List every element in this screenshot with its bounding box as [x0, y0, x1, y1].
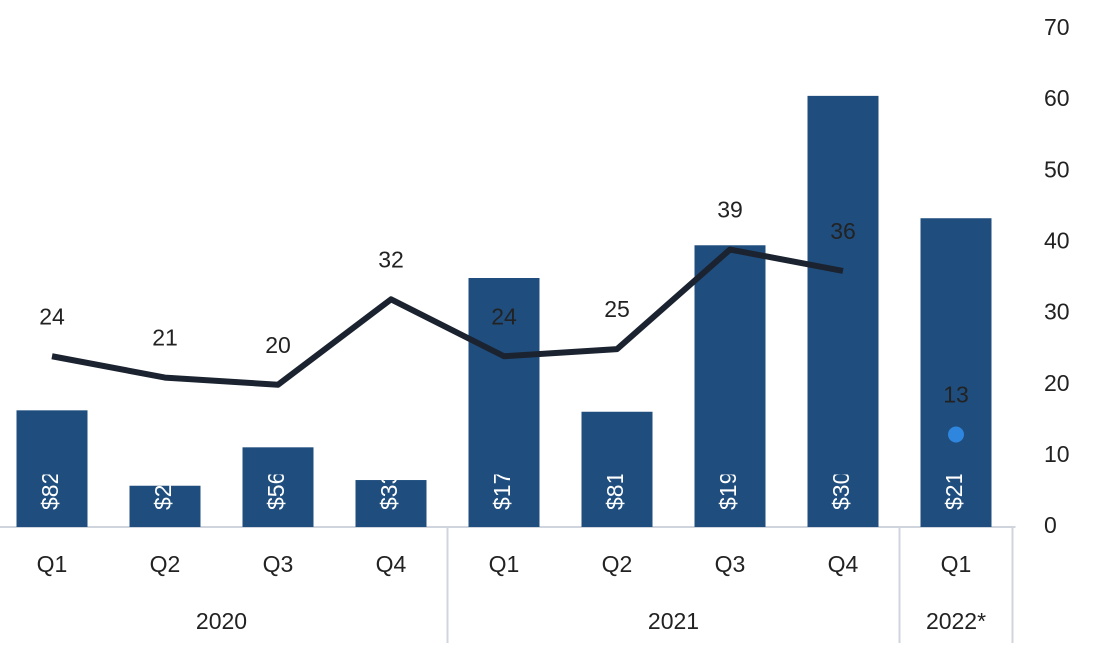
bar — [807, 95, 879, 527]
x-tick-label: Q4 — [828, 551, 859, 577]
y2-tick-label: 10 — [1044, 441, 1070, 467]
line — [51, 246, 844, 388]
bar-value-label: $29 — [150, 472, 176, 510]
bar — [468, 278, 540, 527]
group-label: 2021 — [648, 608, 699, 634]
line-value-label: 24 — [39, 303, 65, 329]
y2-tick-label: 50 — [1044, 156, 1070, 182]
y2-tick-label: 30 — [1044, 299, 1070, 325]
x-tick-label: Q2 — [602, 551, 633, 577]
line-value-label: 36 — [830, 218, 856, 244]
line-value-label: 24 — [491, 303, 517, 329]
bar-value-label: $217 — [941, 459, 967, 510]
y2-tick-label: 20 — [1044, 370, 1070, 396]
dot-value-label: 13 — [943, 382, 969, 408]
x-tick-label: Q2 — [150, 551, 181, 577]
line-value-label: 32 — [378, 246, 404, 272]
line-value-label: 21 — [152, 325, 178, 351]
bar — [694, 245, 766, 527]
plot-area: $82 $29 $56 $33 $175 $81 $198 $303 $217 — [16, 95, 992, 527]
x-tick-label: Q4 — [376, 551, 407, 577]
group-label: 2022* — [926, 608, 986, 634]
x-tick-label: Q3 — [715, 551, 746, 577]
y2-tick-label: 0 — [1044, 512, 1057, 538]
bar-value-label: $56 — [263, 472, 289, 510]
bar-value-label: $198 — [715, 459, 741, 510]
bar-value-label: $81 — [602, 472, 628, 510]
bar — [242, 447, 314, 527]
line-value-label: 25 — [604, 296, 630, 322]
line-value-label: 20 — [265, 332, 291, 358]
dot — [948, 426, 964, 443]
bar — [581, 411, 653, 527]
bar — [129, 485, 201, 527]
bar-value-label: $82 — [37, 472, 63, 510]
line-value-label: 39 — [717, 197, 743, 223]
bar — [16, 410, 88, 527]
x-tick-label: Q3 — [263, 551, 294, 577]
bar-value-label: $175 — [489, 459, 515, 510]
bar-value-label: $303 — [828, 459, 854, 510]
group-label: 2020 — [196, 608, 247, 634]
bar — [355, 480, 427, 527]
x-tick-label: Q1 — [489, 551, 520, 577]
y2-tick-label: 70 — [1044, 14, 1070, 40]
bar-value-label: $33 — [376, 472, 402, 510]
bar — [920, 218, 992, 527]
y2-tick-label: 60 — [1044, 85, 1070, 111]
x-tick-label: Q1 — [941, 551, 972, 577]
y2-tick-label: 40 — [1044, 228, 1070, 254]
x-tick-label: Q1 — [37, 551, 68, 577]
